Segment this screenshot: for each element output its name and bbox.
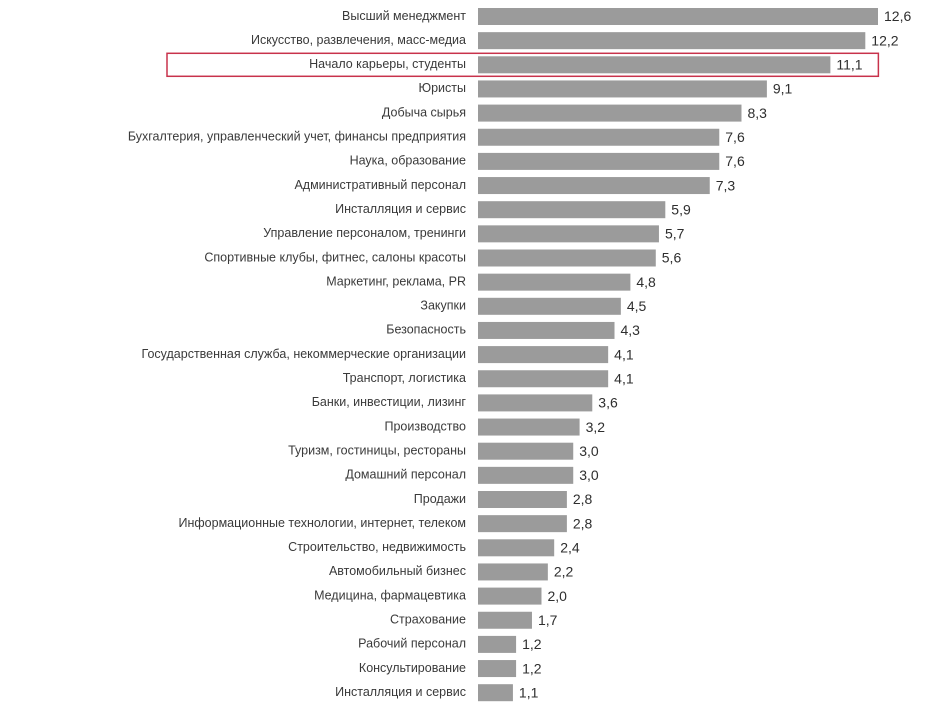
value-label-3: 9,1 <box>773 81 793 97</box>
value-label-26: 1,2 <box>522 636 542 652</box>
bar-13 <box>478 321 615 339</box>
category-label-26: Рабочий персонал <box>358 637 466 651</box>
category-label-22: Строительство, недвижимость <box>288 540 466 554</box>
value-label-4: 8,3 <box>747 105 767 121</box>
value-label-21: 2,8 <box>573 515 593 531</box>
value-label-23: 2,2 <box>554 564 574 580</box>
category-label-17: Производство <box>384 419 466 433</box>
value-label-24: 2,0 <box>547 588 567 604</box>
category-label-12: Закупки <box>420 299 466 313</box>
value-label-25: 1,7 <box>538 612 558 628</box>
bar-9 <box>478 225 659 243</box>
highlight-box <box>166 52 880 78</box>
value-label-20: 2,8 <box>573 491 593 507</box>
category-label-28: Инсталляция и сервис <box>335 685 466 699</box>
category-label-9: Управление персоналом, тренинги <box>263 226 466 240</box>
category-label-11: Маркетинг, реклама, PR <box>326 274 466 288</box>
value-label-15: 4,1 <box>614 370 634 386</box>
category-label-27: Консультирование <box>359 661 466 675</box>
category-label-2: Начало карьеры, студенты <box>309 57 466 71</box>
category-label-8: Инсталляция и сервис <box>335 202 466 216</box>
value-label-6: 7,6 <box>725 153 745 169</box>
category-label-25: Страхование <box>390 613 466 627</box>
bar-8 <box>478 201 666 219</box>
bar-22 <box>478 539 555 557</box>
bar-19 <box>478 466 574 484</box>
bar-23 <box>478 563 548 581</box>
category-label-0: Высший менеджмент <box>342 9 466 23</box>
bar-27 <box>478 660 517 678</box>
value-label-10: 5,6 <box>662 250 682 266</box>
category-label-15: Транспорт, логистика <box>343 371 466 385</box>
value-label-7: 7,3 <box>716 177 736 193</box>
value-label-16: 3,6 <box>598 395 618 411</box>
category-label-23: Автомобильный бизнес <box>329 564 466 578</box>
category-label-5: Бухгалтерия, управленческий учет, финанс… <box>128 130 466 144</box>
bar-20 <box>478 491 567 508</box>
value-label-18: 3,0 <box>579 443 599 459</box>
value-label-1: 12,2 <box>871 32 898 48</box>
category-label-16: Банки, инвестиции, лизинг <box>312 395 467 409</box>
value-label-9: 5,7 <box>665 226 685 242</box>
bar-21 <box>478 515 567 533</box>
bar-5 <box>478 128 720 146</box>
category-label-19: Домашний персонал <box>345 468 466 482</box>
bar-6 <box>478 152 720 170</box>
bar-14 <box>478 346 609 364</box>
bar-0 <box>478 8 878 25</box>
value-label-5: 7,6 <box>725 129 745 145</box>
category-label-18: Туризм, гостиницы, рестораны <box>288 443 466 457</box>
category-label-20: Продажи <box>414 492 466 506</box>
value-label-12: 4,5 <box>627 298 647 314</box>
category-label-4: Добыча сырья <box>382 105 466 119</box>
bar-18 <box>478 442 574 460</box>
value-label-22: 2,4 <box>560 540 580 556</box>
bar-17 <box>478 418 580 436</box>
category-label-21: Информационные технологии, интернет, тел… <box>179 516 467 530</box>
value-label-2: 11,1 <box>836 57 862 73</box>
value-label-19: 3,0 <box>579 467 599 483</box>
category-label-1: Искусство, развлечения, масс-медиа <box>251 33 466 47</box>
bar-7 <box>478 177 710 195</box>
value-label-28: 1,1 <box>519 684 539 700</box>
bar-26 <box>478 635 517 653</box>
bar-16 <box>478 394 593 412</box>
category-label-14: Государственная служба, некоммерческие о… <box>142 347 466 361</box>
bar-15 <box>478 370 609 388</box>
bar-2 <box>478 56 831 74</box>
category-label-6: Наука, образование <box>350 154 466 168</box>
value-label-17: 3,2 <box>586 419 606 435</box>
value-label-14: 4,1 <box>614 346 634 362</box>
bar-12 <box>478 297 621 315</box>
bar-1 <box>478 32 866 50</box>
category-label-10: Спортивные клубы, фитнес, салоны красоты <box>204 250 466 264</box>
category-label-13: Безопасность <box>386 323 466 337</box>
category-label-24: Медицина, фармацевтика <box>314 588 466 602</box>
bar-10 <box>478 249 656 267</box>
bar-4 <box>478 104 742 122</box>
bar-11 <box>478 273 631 291</box>
value-label-27: 1,2 <box>522 660 542 676</box>
bar-24 <box>478 587 542 605</box>
bar-3 <box>478 80 767 98</box>
bar-25 <box>478 611 532 629</box>
value-label-11: 4,8 <box>636 274 656 290</box>
category-label-3: Юристы <box>418 81 466 95</box>
bar-28 <box>478 684 513 702</box>
value-label-0: 12,6 <box>884 8 911 24</box>
value-label-8: 5,9 <box>671 201 691 217</box>
value-label-13: 4,3 <box>621 322 641 338</box>
category-label-7: Административный персонал <box>294 178 466 192</box>
